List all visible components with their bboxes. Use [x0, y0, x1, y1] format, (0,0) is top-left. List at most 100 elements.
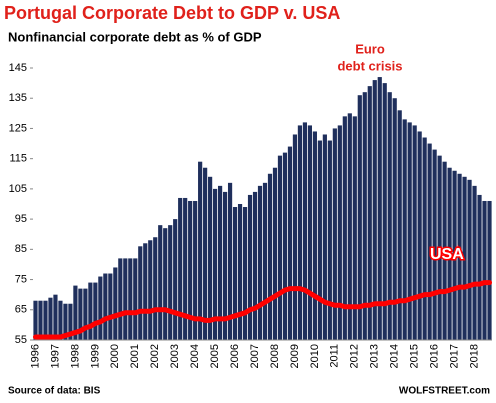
bar [148, 240, 153, 340]
bar [392, 98, 397, 340]
x-tick-label: 2005 [209, 344, 221, 368]
x-tick-label: 2013 [369, 344, 381, 368]
y-tick-label: 55 [15, 334, 27, 346]
bar [222, 191, 228, 340]
x-tick-label: 1999 [89, 344, 101, 368]
bar [277, 155, 283, 340]
bar [108, 273, 113, 340]
bar [467, 179, 472, 340]
bar [402, 119, 407, 340]
y-tick-label: 65 [15, 304, 27, 316]
x-tick-label: 2001 [129, 344, 141, 368]
x-tick-label: 1998 [69, 344, 81, 368]
x-tick-label: 2015 [409, 344, 421, 368]
y-tick-label: 135 [9, 92, 27, 104]
bar [213, 188, 218, 340]
bar [297, 125, 303, 340]
bar [33, 300, 38, 340]
y-tick-label: 115 [9, 153, 27, 165]
bar [83, 288, 88, 340]
annotation: debt crisis [337, 58, 402, 73]
credit: WOLFSTREET.com [399, 386, 490, 397]
bar [38, 300, 43, 340]
bar [347, 113, 352, 340]
y-tick-label: 145 [9, 62, 27, 74]
chart-title: Portugal Corporate Debt to GDP v. USA [4, 3, 340, 23]
x-tick-label: 2006 [229, 344, 241, 368]
x-tick-label: 2017 [448, 344, 460, 368]
x-tick-label: 2003 [169, 344, 181, 368]
bar [183, 197, 188, 340]
bar [382, 83, 387, 340]
x-tick-label: 2018 [468, 344, 480, 368]
x-tick-label: 2009 [289, 344, 301, 368]
bar [217, 185, 223, 340]
bar [227, 182, 233, 340]
bar [322, 134, 327, 340]
bar [98, 276, 103, 340]
x-tick-label: 2000 [109, 344, 121, 368]
bar [173, 219, 178, 340]
y-tick-label: 105 [9, 183, 27, 195]
bar [78, 288, 83, 340]
x-tick-label: 2016 [429, 344, 441, 368]
bar [452, 170, 457, 340]
bar [43, 300, 48, 340]
bar [302, 122, 308, 341]
y-tick-label: 85 [15, 243, 27, 255]
bar [73, 285, 78, 340]
bar [203, 167, 208, 340]
bar [143, 243, 148, 340]
x-tick-label: 2010 [309, 344, 321, 368]
y-tick-label: 125 [9, 122, 27, 134]
bar [447, 167, 452, 340]
x-tick-label: 1996 [29, 344, 41, 368]
bar [158, 225, 163, 340]
bar [113, 267, 118, 340]
bar [332, 128, 337, 340]
bar [257, 185, 263, 340]
bar [317, 140, 322, 340]
x-tick-label: 2002 [149, 344, 161, 368]
bar [372, 80, 377, 340]
bar [337, 125, 342, 340]
bar [462, 176, 467, 340]
bar [307, 125, 312, 340]
bar [198, 161, 203, 340]
source: Source of data: BIS [8, 386, 101, 397]
bar [407, 122, 412, 341]
bar [88, 282, 93, 340]
bar [232, 207, 238, 340]
x-tick-label: 2007 [249, 344, 261, 368]
bar [487, 200, 492, 340]
bar [123, 258, 128, 340]
bar [292, 134, 298, 340]
bar [427, 143, 432, 340]
annotation: Euro [355, 41, 385, 56]
bar [262, 182, 268, 340]
bar [312, 131, 317, 340]
x-tick-label: 1997 [49, 344, 61, 368]
bar [168, 225, 173, 340]
bar [437, 155, 442, 340]
bar [342, 116, 347, 340]
bar [387, 92, 392, 340]
y-tick-label: 95 [15, 213, 27, 225]
bar [133, 258, 138, 340]
series-label: USA [430, 246, 464, 263]
bar [432, 149, 437, 340]
bar [267, 173, 273, 340]
bar [242, 207, 248, 340]
bar [442, 161, 447, 340]
line [32, 280, 493, 340]
bar [397, 110, 402, 340]
bar [48, 297, 53, 340]
x-tick-label: 2008 [269, 344, 281, 368]
bar [422, 137, 427, 340]
bar [93, 282, 98, 340]
bar [417, 131, 422, 340]
bar [237, 204, 243, 340]
bar [188, 200, 193, 340]
bar [367, 86, 372, 340]
